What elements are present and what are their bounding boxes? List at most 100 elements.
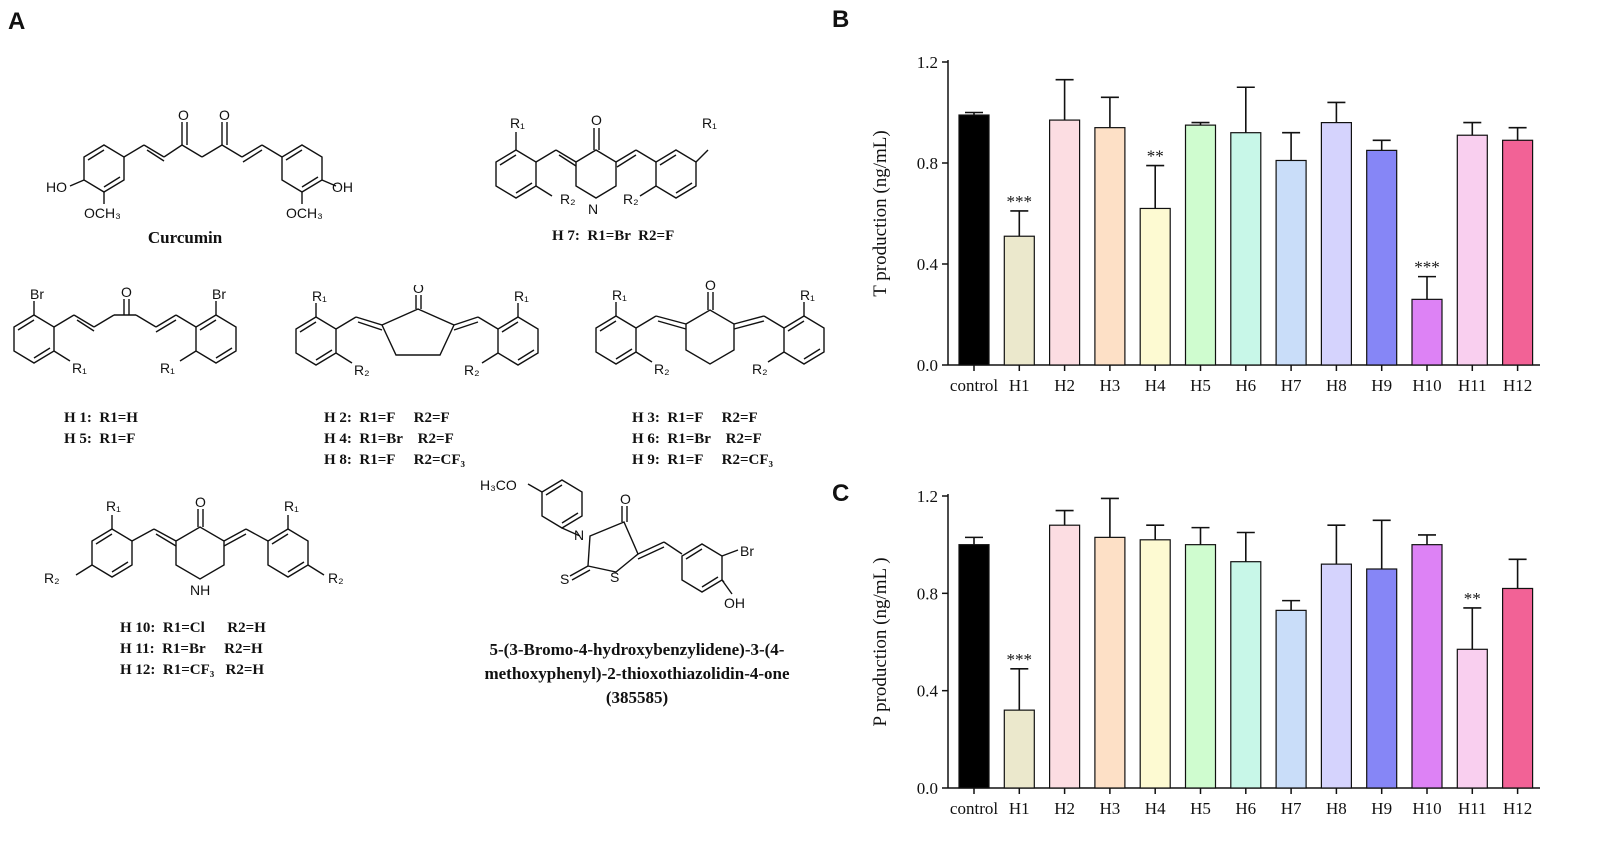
- x-tick-label: H10: [1412, 799, 1441, 818]
- x-tick-label: H3: [1100, 799, 1121, 818]
- y-tick-label: 0.0: [917, 356, 938, 375]
- x-tick-label: H11: [1458, 376, 1487, 395]
- y-axis-label: T production (ng/mL): [870, 130, 891, 296]
- x-tick-label: H10: [1412, 376, 1441, 395]
- svg-text:R₁: R₁: [800, 287, 815, 303]
- svg-text:OH: OH: [332, 179, 353, 195]
- bar-h8: [1320, 121, 1352, 366]
- bar-h7: [1275, 159, 1307, 366]
- y-tick-label: 0.4: [917, 255, 939, 274]
- svg-text:R₁: R₁: [510, 115, 525, 131]
- bar-h8: [1320, 563, 1352, 789]
- x-tick-label: H5: [1190, 799, 1211, 818]
- svg-text:R₁: R₁: [514, 288, 529, 304]
- compound-385585-structure: H₃CO N O S S Br OH: [480, 477, 754, 611]
- x-tick-label: H1: [1009, 799, 1030, 818]
- bar-h12: [1501, 587, 1534, 789]
- bar-h3: [1094, 127, 1126, 366]
- y-tick-label: 0.8: [917, 584, 938, 603]
- y-tick-label: 1.2: [917, 53, 938, 72]
- svg-text:R₁: R₁: [106, 498, 121, 514]
- bar-h6: [1230, 132, 1262, 366]
- svg-text:OH: OH: [724, 595, 745, 611]
- svg-text:O: O: [219, 107, 230, 123]
- bar-h7: [1275, 609, 1307, 789]
- h10-caption: H 10: R1=Cl R2=H H 11: R1=Br R2=H H 12: …: [120, 620, 266, 678]
- svg-text:R₂: R₂: [654, 361, 670, 377]
- svg-text:O: O: [121, 285, 132, 300]
- svg-text:R₁: R₁: [702, 115, 717, 131]
- panel-letter-c: C: [832, 480, 850, 507]
- x-tick-label: H9: [1371, 799, 1392, 818]
- curcumin-label: Curcumin: [147, 228, 223, 247]
- svg-text:Br: Br: [30, 286, 44, 302]
- h3-caption: H 3: R1=F R2=F H 6: R1=Br R2=F H 9: R1=F…: [632, 410, 774, 468]
- bar-h3: [1094, 536, 1126, 789]
- svg-text:R₂: R₂: [560, 191, 576, 207]
- compound-385585-name: 5-(3-Bromo-4-hydroxybenzylidene)-3-(4- m…: [484, 640, 790, 707]
- svg-text:O: O: [413, 285, 424, 296]
- svg-text:R₂: R₂: [44, 570, 60, 586]
- h10-structure: O R₁ R₁ R₂ R₂ NH: [44, 495, 344, 598]
- significance-mark: ***: [1007, 192, 1033, 211]
- h3-structure: O R₁ R₁ R₂ R₂: [595, 280, 825, 377]
- h1-structure: O Br Br R₁ R₁: [13, 285, 237, 376]
- bar-h10: [1411, 544, 1443, 789]
- svg-text:N: N: [574, 527, 584, 543]
- bar-h10: [1411, 298, 1443, 366]
- bar-h11: [1456, 648, 1488, 789]
- x-tick-label: H8: [1326, 799, 1347, 818]
- x-tick-label: H7: [1281, 799, 1302, 818]
- svg-text:R₁: R₁: [284, 498, 299, 514]
- chart-c-p-production: 0.0 0.4 0.8 1.2 P production (ng/mL ) control…: [870, 487, 1540, 818]
- svg-text:R₁: R₁: [72, 360, 87, 376]
- svg-text:R₁: R₁: [160, 360, 175, 376]
- svg-text:O: O: [705, 280, 716, 293]
- svg-text:O: O: [195, 495, 206, 510]
- panel-letter-b: B: [832, 6, 850, 33]
- svg-text:OCH₃: OCH₃: [286, 205, 323, 221]
- svg-text:O: O: [620, 491, 631, 507]
- y-tick-label: 0.0: [917, 779, 938, 798]
- bar-control: [958, 544, 990, 789]
- significance-mark: **: [1147, 147, 1164, 166]
- bar-h6: [1230, 561, 1262, 789]
- x-tick-label: H6: [1235, 376, 1256, 395]
- y-tick-label: 0.4: [917, 682, 939, 701]
- significance-mark: ***: [1007, 650, 1033, 669]
- svg-text:HO: HO: [46, 179, 67, 195]
- svg-text:H₃CO: H₃CO: [480, 477, 517, 493]
- svg-text:R₂: R₂: [752, 361, 768, 377]
- h7-caption: H 7: R1=Br R2=F: [552, 228, 675, 244]
- x-tick-label: H2: [1054, 376, 1075, 395]
- curcumin-structure: O O HO OH OCH₃ OCH₃: [46, 107, 353, 221]
- x-tick-label: control: [950, 376, 998, 395]
- h2-structure: O R₁ R₁ R₂ R₂: [295, 285, 539, 378]
- svg-text:S: S: [560, 571, 569, 587]
- x-tick-label: H11: [1458, 799, 1487, 818]
- x-tick-label: H4: [1145, 376, 1166, 395]
- x-tick-label: H3: [1100, 376, 1121, 395]
- bar-h12: [1501, 139, 1534, 366]
- x-tick-label: H12: [1503, 799, 1532, 818]
- h7-structure: O R₁ R₁ R₂ R₂ N: [495, 112, 717, 217]
- bar-h1: [1003, 709, 1035, 789]
- svg-text:R₂: R₂: [328, 570, 344, 586]
- bar-h2: [1049, 524, 1081, 789]
- y-axis-label: P production (ng/mL ): [870, 557, 891, 726]
- bar-h9: [1366, 568, 1398, 789]
- svg-text:R₂: R₂: [464, 362, 480, 378]
- bar-h2: [1049, 119, 1081, 366]
- x-tick-label: H5: [1190, 376, 1211, 395]
- svg-text:O: O: [178, 107, 189, 123]
- y-tick-label: 0.8: [917, 154, 938, 173]
- y-tick-label: 1.2: [917, 487, 938, 506]
- bar-control: [958, 114, 990, 366]
- svg-text:N: N: [588, 201, 598, 217]
- x-tick-label: control: [950, 799, 998, 818]
- svg-text:R₁: R₁: [312, 288, 327, 304]
- x-tick-label: H6: [1235, 799, 1256, 818]
- svg-text:Br: Br: [740, 543, 754, 559]
- svg-text:O: O: [591, 112, 602, 128]
- h2-caption: H 2: R1=F R2=F H 4: R1=Br R2=F H 8: R1=F…: [324, 410, 466, 468]
